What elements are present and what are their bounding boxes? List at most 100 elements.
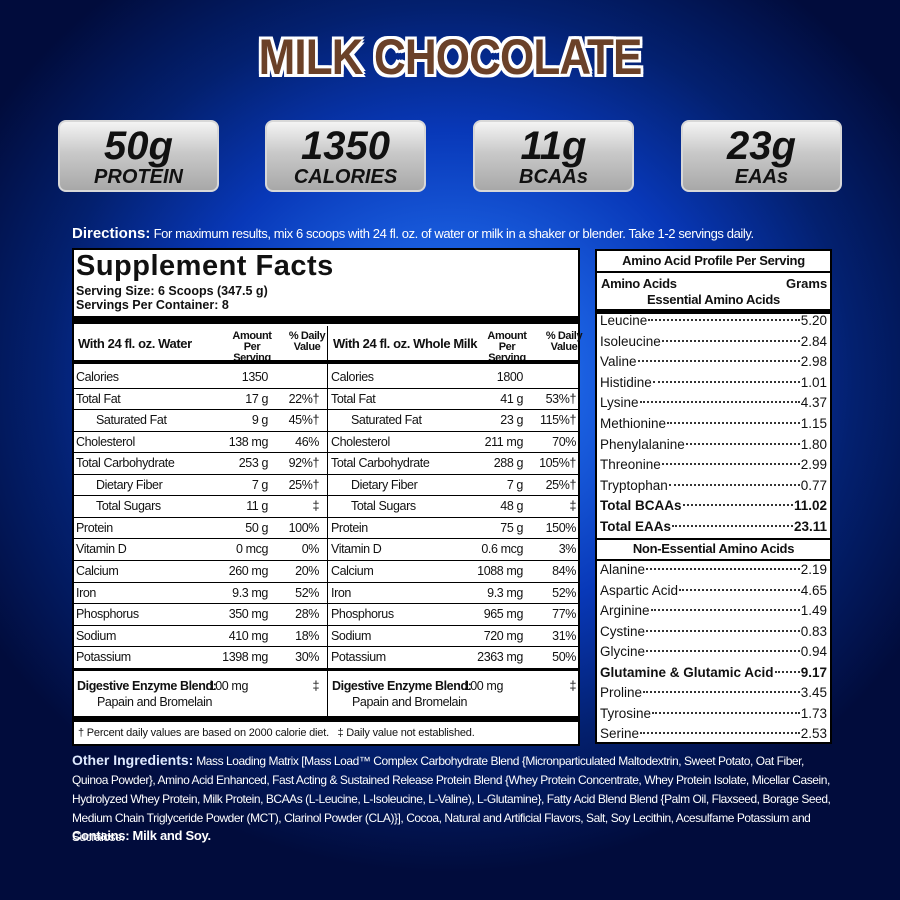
amino-name: Cystine: [600, 623, 646, 639]
nutrient-amount: 17 g: [245, 391, 268, 406]
daily-value: 115%†: [540, 413, 576, 428]
row-rule: [74, 452, 578, 454]
nutrient-amount: 23 g: [500, 413, 523, 428]
blend-name: Digestive Enzyme Blend:: [77, 679, 217, 693]
stat-badge: 50g PROTEIN: [58, 120, 219, 192]
row-rule: [74, 624, 578, 626]
row-rule: [74, 387, 578, 389]
daily-value: 100%: [288, 520, 320, 535]
allergen-statement: Contains: Milk and Soy.: [72, 828, 211, 843]
leader-dots: [685, 442, 800, 445]
column-name: Amino Acids: [601, 276, 677, 291]
nutrient-amount: 1398 mg: [222, 650, 268, 665]
amino-name: Tyrosine: [600, 705, 652, 721]
amino-row: Serine 2.53: [600, 724, 827, 744]
blend-contents: Papain and Bromelain: [97, 695, 212, 709]
amino-name: Valine: [600, 354, 637, 370]
footnote: † Percent daily values are based on 2000…: [78, 727, 475, 739]
stat-label: EAAs: [734, 166, 789, 188]
blend-name: Digestive Enzyme Blend:: [332, 679, 472, 693]
amino-name: Total EAAs: [600, 518, 672, 534]
nutrient-name: Dietary Fiber: [351, 477, 418, 492]
amino-row: Histidine 1.01: [600, 373, 827, 393]
amino-grams: 1.15: [800, 416, 827, 431]
daily-value: 20%: [295, 563, 319, 578]
leader-dots: [646, 568, 800, 570]
amino-row: Leucine 5.20: [600, 311, 827, 331]
leader-dots: [661, 463, 800, 466]
amino-grams: 0.77: [800, 477, 827, 493]
leader-dots: [668, 483, 800, 486]
nutrient-name: Potassium: [76, 650, 131, 665]
other-ingredients-text: Mass Loading Matrix [Mass Load™ Complex …: [72, 754, 831, 844]
amino-row: Threonine 2.99: [600, 455, 827, 475]
nutrient-name: Phosphorus: [331, 607, 394, 622]
blend-amount: 100 mg: [463, 679, 504, 693]
column-header: % Daily Value: [545, 330, 583, 353]
amino-grams: 9.17: [800, 664, 827, 680]
nutrient-name: Saturated Fat: [96, 413, 167, 428]
daily-value: 22%†: [288, 391, 320, 406]
nutrient-name: Cholesterol: [76, 434, 135, 449]
nutrient-amount: 410 mg: [228, 628, 269, 643]
daily-value: 3%: [558, 542, 577, 557]
stat-badge: 1350 CALORIES: [265, 120, 426, 192]
leader-dots: [648, 319, 800, 321]
flavor-title: MILK CHOCOLATE: [258, 29, 643, 85]
leader-dots: [637, 360, 800, 363]
daily-value: 70%: [552, 434, 576, 449]
nutrient-amount: 2363 mg: [477, 650, 523, 665]
amino-name: Total BCAAs: [600, 498, 682, 513]
row-rule: [74, 430, 578, 432]
column-unit: Grams: [786, 276, 828, 291]
nutrient-name: Total Fat: [76, 391, 121, 406]
daily-value: 30%: [295, 650, 319, 665]
amino-grams: 1.73: [800, 705, 827, 721]
nutrient-name: Sodium: [76, 628, 116, 643]
leader-dots: [639, 401, 800, 404]
nutrient-name: Vitamin D: [76, 542, 127, 557]
daily-value: 31%: [552, 628, 576, 643]
daily-value: 18%: [295, 628, 319, 643]
amino-name: Histidine: [600, 374, 652, 390]
daily-value: 25%†: [288, 477, 320, 492]
nutrient-name: Dietary Fiber: [96, 477, 163, 492]
thick-rule: [74, 316, 578, 324]
amino-row: Isoleucine 2.84: [600, 332, 827, 352]
nutrient-name: Cholesterol: [331, 434, 390, 449]
amino-grams: 2.99: [800, 457, 827, 473]
nutrient-amount: 0 mcg: [235, 542, 268, 557]
daily-value: 77%: [552, 607, 576, 622]
daily-value: 46%: [295, 434, 319, 449]
stat-badge: 23g EAAs: [681, 120, 842, 192]
nutrient-name: Iron: [331, 585, 351, 600]
leader-dots: [682, 504, 793, 506]
nutrient-amount: 48 g: [500, 499, 523, 514]
serving-size: Serving Size: 6 Scoops (347.5 g): [76, 284, 268, 298]
amino-row: Tyrosine 1.73: [600, 704, 827, 724]
row-rule: [74, 473, 578, 475]
amino-name: Threonine: [600, 457, 661, 473]
amino-name: Lysine: [600, 395, 639, 411]
amino-name: Leucine: [600, 313, 648, 328]
amino-grams: 2.98: [800, 354, 827, 370]
amino-grams: 11.02: [793, 498, 827, 513]
nutrient-name: Vitamin D: [331, 542, 382, 557]
nutrient-amount: 1800: [496, 370, 524, 384]
amino-row: Valine 2.98: [600, 352, 827, 372]
nutrient-name: Total Fat: [331, 391, 376, 406]
nutrient-name: Calcium: [76, 563, 119, 578]
row-rule: [74, 495, 578, 497]
stat-value: 1350: [301, 124, 390, 168]
directions: Directions: For maximum results, mix 6 s…: [72, 225, 832, 242]
amino-grams: 1.01: [800, 374, 827, 390]
amino-name: Arginine: [600, 603, 650, 618]
row-rule: [74, 646, 578, 648]
nutrient-amount: 7 g: [506, 477, 524, 492]
daily-value: 84%: [552, 563, 576, 578]
daily-value: 25%†: [545, 477, 577, 492]
amino-grams: 0.83: [800, 623, 827, 639]
amino-row: Methionine 1.15: [600, 414, 827, 434]
daily-value: 53%†: [545, 391, 577, 406]
